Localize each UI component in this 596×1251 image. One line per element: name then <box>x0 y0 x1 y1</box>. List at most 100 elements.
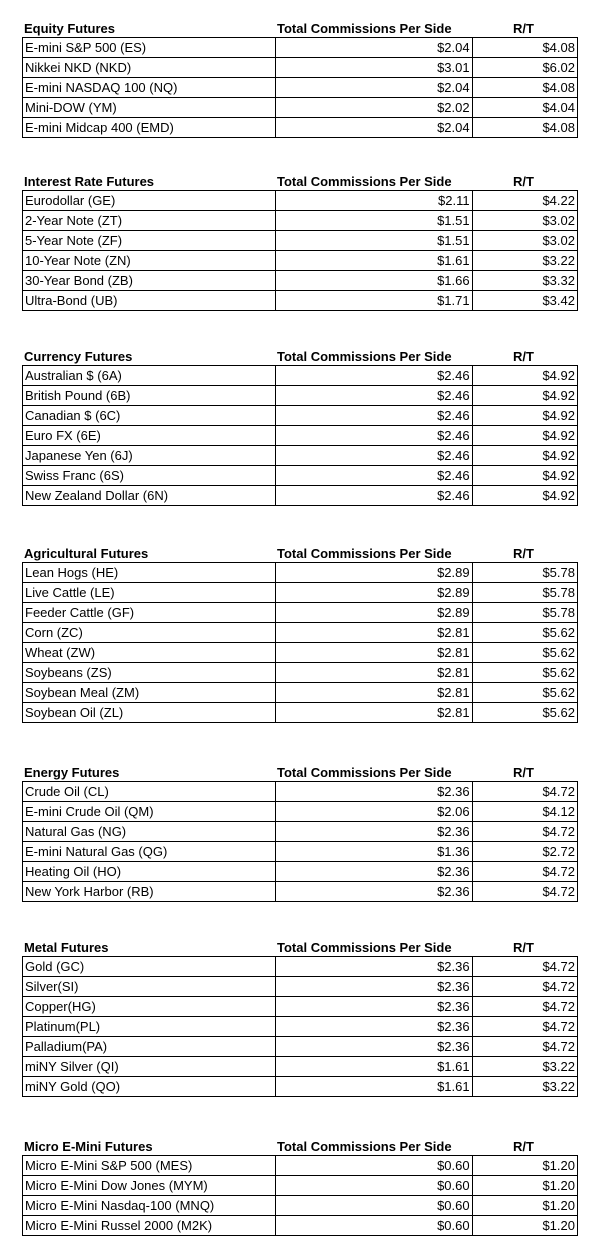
contract-name-cell: Copper(HG) <box>22 996 276 1017</box>
round-trip-cell: $4.12 <box>471 801 579 822</box>
commission-per-side-cell: $2.46 <box>274 445 473 466</box>
table-row: 10-Year Note (ZN) $1.61 $3.22 <box>22 250 579 271</box>
column-header-commission: Total Commissions Per Side <box>277 1139 452 1154</box>
contract-name-cell: Nikkei NKD (NKD) <box>22 57 276 78</box>
commission-per-side-cell: $2.02 <box>274 97 473 118</box>
commission-per-side-cell: $2.36 <box>274 781 473 802</box>
contract-name-cell: Euro FX (6E) <box>22 425 276 446</box>
round-trip-cell: $4.72 <box>471 976 579 997</box>
commission-per-side-cell: $2.81 <box>274 622 473 643</box>
round-trip-cell: $3.22 <box>471 250 579 271</box>
table-row: 2-Year Note (ZT) $1.51 $3.02 <box>22 210 579 231</box>
table-row: New Zealand Dollar (6N) $2.46 $4.92 <box>22 485 579 506</box>
commission-per-side-cell: $2.46 <box>274 385 473 406</box>
table-row: Soybean Oil (ZL) $2.81 $5.62 <box>22 702 579 723</box>
contract-name-cell: Micro E-Mini Russel 2000 (M2K) <box>22 1215 276 1236</box>
contract-name-cell: Australian $ (6A) <box>22 365 276 386</box>
table-row: Feeder Cattle (GF) $2.89 $5.78 <box>22 602 579 623</box>
table-row: Euro FX (6E) $2.46 $4.92 <box>22 425 579 446</box>
commission-per-side-cell: $2.11 <box>274 190 473 211</box>
contract-name-cell: E-mini NASDAQ 100 (NQ) <box>22 77 276 98</box>
commission-per-side-cell: $1.51 <box>274 210 473 231</box>
table-row: Copper(HG) $2.36 $4.72 <box>22 996 579 1017</box>
round-trip-cell: $5.62 <box>471 642 579 663</box>
round-trip-cell: $1.20 <box>471 1215 579 1236</box>
table-row: Micro E-Mini S&P 500 (MES) $0.60 $1.20 <box>22 1155 579 1176</box>
commission-table: E-mini S&P 500 (ES) $2.04 $4.08 Nikkei NKD … <box>22 37 579 138</box>
section-title: Energy Futures <box>24 765 120 780</box>
commission-per-side-cell: $1.71 <box>274 290 473 311</box>
contract-name-cell: Eurodollar (GE) <box>22 190 276 211</box>
round-trip-cell: $4.08 <box>471 77 579 98</box>
table-row: 30-Year Bond (ZB) $1.66 $3.32 <box>22 270 579 291</box>
commission-per-side-cell: $2.36 <box>274 861 473 882</box>
contract-name-cell: Soybean Meal (ZM) <box>22 682 276 703</box>
futures-section: Micro E-Mini Futures Total Commissions Pe… <box>22 1138 579 1236</box>
table-row: New York Harbor (RB) $2.36 $4.72 <box>22 881 579 902</box>
round-trip-cell: $3.22 <box>471 1076 579 1097</box>
round-trip-cell: $4.72 <box>471 956 579 977</box>
table-row: miNY Gold (QO) $1.61 $3.22 <box>22 1076 579 1097</box>
commission-per-side-cell: $1.36 <box>274 841 473 862</box>
contract-name-cell: Platinum(PL) <box>22 1016 276 1037</box>
table-row: E-mini Crude Oil (QM) $2.06 $4.12 <box>22 801 579 822</box>
commission-per-side-cell: $1.66 <box>274 270 473 291</box>
futures-section: Currency Futures Total Commissions Per Si… <box>22 348 579 506</box>
round-trip-cell: $1.20 <box>471 1155 579 1176</box>
round-trip-cell: $4.92 <box>471 425 579 446</box>
section-header: Currency Futures Total Commissions Per Si… <box>22 348 578 365</box>
column-header-commission: Total Commissions Per Side <box>277 174 452 189</box>
commission-per-side-cell: $2.36 <box>274 996 473 1017</box>
contract-name-cell: Soybeans (ZS) <box>22 662 276 683</box>
section-header: Energy Futures Total Commissions Per Side… <box>22 764 578 781</box>
section-header: Equity Futures Total Commissions Per Side… <box>22 20 578 37</box>
commission-per-side-cell: $2.89 <box>274 562 473 583</box>
table-row: Canadian $ (6C) $2.46 $4.92 <box>22 405 579 426</box>
table-row: Palladium(PA) $2.36 $4.72 <box>22 1036 579 1057</box>
commission-per-side-cell: $3.01 <box>274 57 473 78</box>
table-row: British Pound (6B) $2.46 $4.92 <box>22 385 579 406</box>
round-trip-cell: $5.78 <box>471 562 579 583</box>
commission-per-side-cell: $2.36 <box>274 1016 473 1037</box>
column-header-round-trip: R/T <box>513 21 534 36</box>
commission-per-side-cell: $2.81 <box>274 702 473 723</box>
round-trip-cell: $4.92 <box>471 405 579 426</box>
section-title: Agricultural Futures <box>24 546 149 561</box>
contract-name-cell: E-mini Midcap 400 (EMD) <box>22 117 276 138</box>
table-row: E-mini Natural Gas (QG) $1.36 $2.72 <box>22 841 579 862</box>
column-header-round-trip: R/T <box>513 546 534 561</box>
table-row: E-mini S&P 500 (ES) $2.04 $4.08 <box>22 37 579 58</box>
commission-per-side-cell: $0.60 <box>274 1215 473 1236</box>
table-row: Australian $ (6A) $2.46 $4.92 <box>22 365 579 386</box>
contract-name-cell: Corn (ZC) <box>22 622 276 643</box>
table-row: Micro E-Mini Russel 2000 (M2K) $0.60 $1.20 <box>22 1215 579 1236</box>
column-header-commission: Total Commissions Per Side <box>277 349 452 364</box>
round-trip-cell: $4.92 <box>471 445 579 466</box>
commission-per-side-cell: $2.46 <box>274 465 473 486</box>
round-trip-cell: $4.72 <box>471 996 579 1017</box>
contract-name-cell: New York Harbor (RB) <box>22 881 276 902</box>
commission-per-side-cell: $2.46 <box>274 485 473 506</box>
round-trip-cell: $4.08 <box>471 37 579 58</box>
round-trip-cell: $5.78 <box>471 582 579 603</box>
round-trip-cell: $5.62 <box>471 622 579 643</box>
commission-per-side-cell: $1.61 <box>274 250 473 271</box>
round-trip-cell: $5.62 <box>471 682 579 703</box>
section-header: Interest Rate Futures Total Commissions P… <box>22 173 578 190</box>
round-trip-cell: $6.02 <box>471 57 579 78</box>
round-trip-cell: $5.78 <box>471 602 579 623</box>
commission-per-side-cell: $2.06 <box>274 801 473 822</box>
commission-per-side-cell: $2.81 <box>274 642 473 663</box>
table-row: Ultra-Bond (UB) $1.71 $3.42 <box>22 290 579 311</box>
contract-name-cell: Feeder Cattle (GF) <box>22 602 276 623</box>
round-trip-cell: $4.72 <box>471 1036 579 1057</box>
commission-per-side-cell: $0.60 <box>274 1155 473 1176</box>
table-row: Japanese Yen (6J) $2.46 $4.92 <box>22 445 579 466</box>
column-header-round-trip: R/T <box>513 349 534 364</box>
futures-section: Interest Rate Futures Total Commissions P… <box>22 173 579 311</box>
table-row: Crude Oil (CL) $2.36 $4.72 <box>22 781 579 802</box>
round-trip-cell: $5.62 <box>471 702 579 723</box>
contract-name-cell: Japanese Yen (6J) <box>22 445 276 466</box>
commission-per-side-cell: $2.36 <box>274 821 473 842</box>
commission-per-side-cell: $1.61 <box>274 1076 473 1097</box>
